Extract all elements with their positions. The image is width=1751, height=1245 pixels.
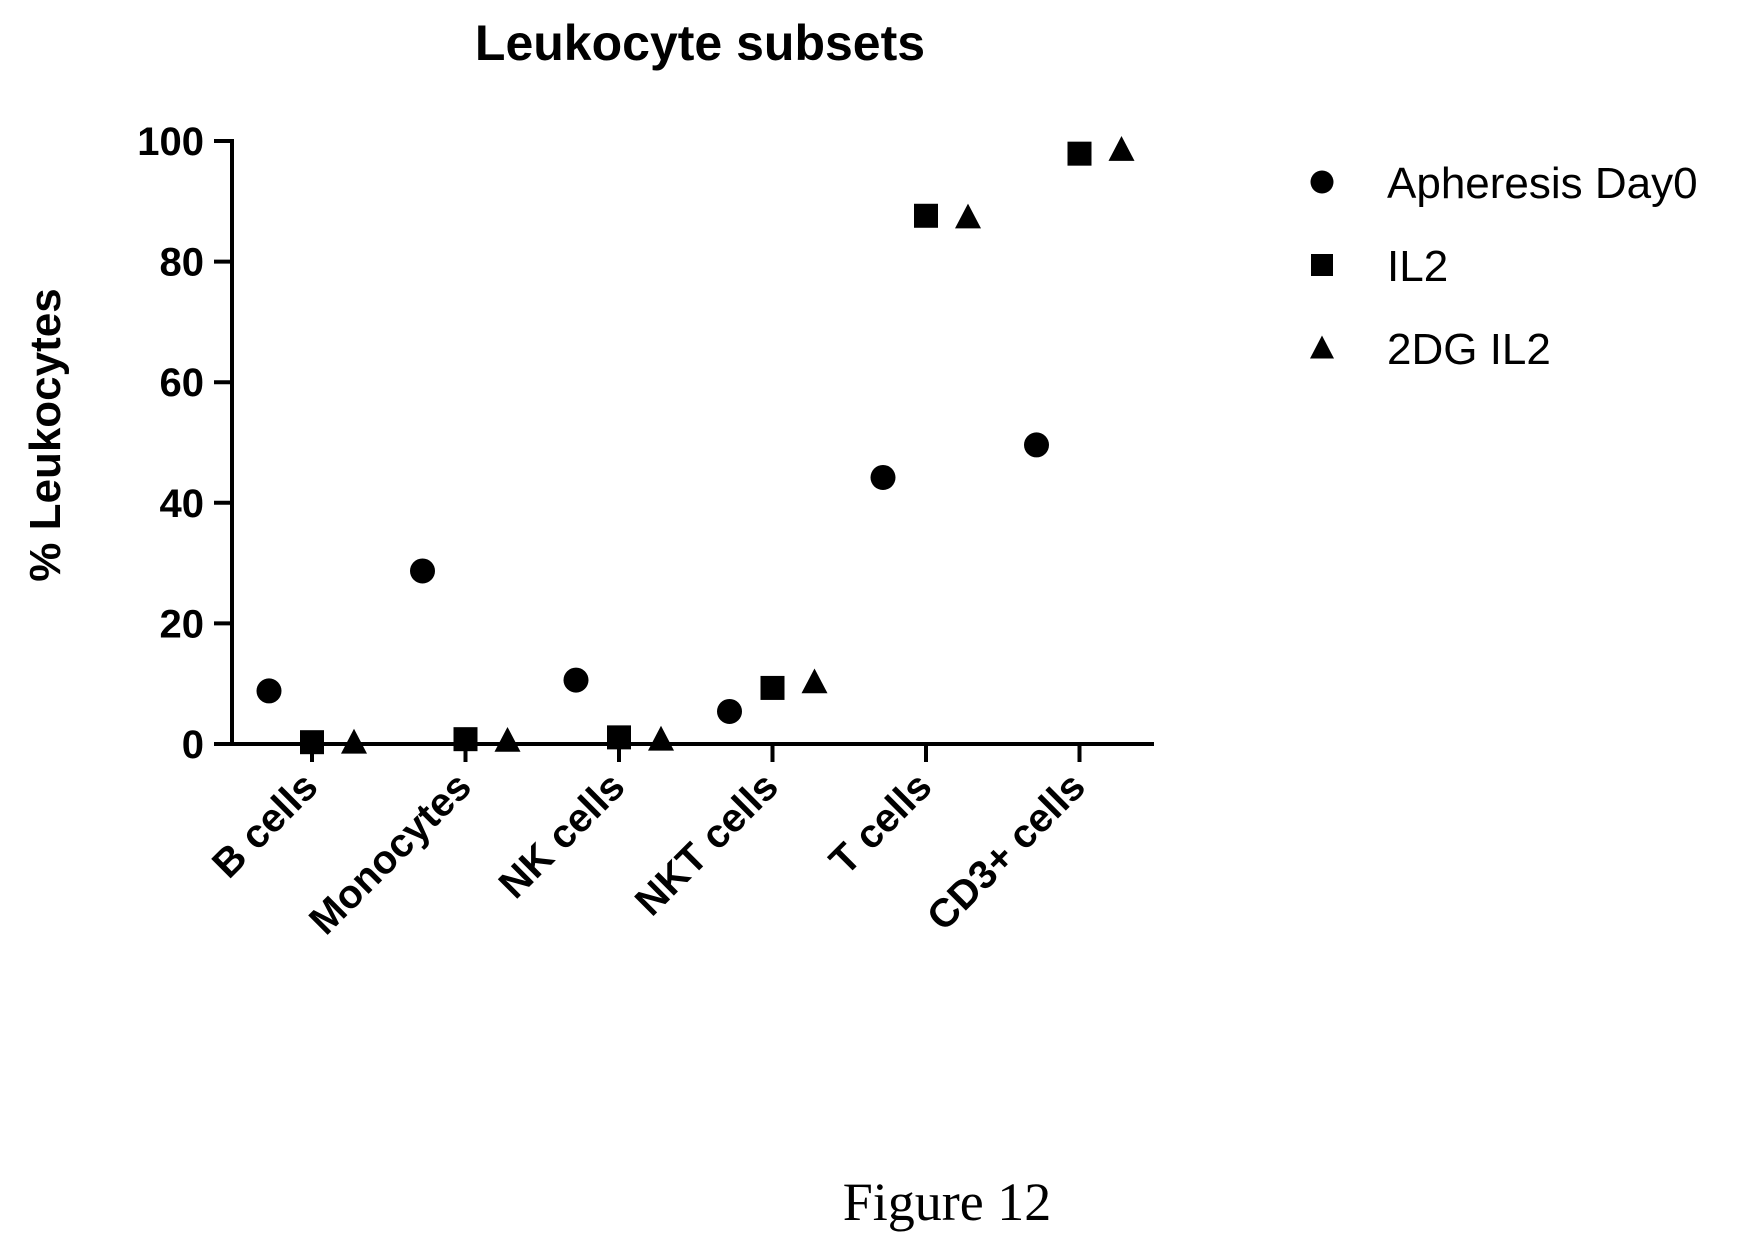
data-point-square	[453, 727, 478, 752]
legend-marker-triangle	[1310, 335, 1334, 359]
data-point-circle	[1024, 432, 1049, 458]
legend-marker-circle	[1310, 170, 1334, 194]
y-tick-label: 20	[160, 602, 205, 646]
x-tick-label: CD3+ cells	[919, 764, 1094, 939]
data-point-triangle	[1108, 136, 1135, 161]
y-tick-label: 100	[137, 120, 204, 164]
data-point-square	[607, 725, 631, 750]
data-point-square	[914, 203, 938, 228]
figure-caption: Figure 12	[843, 1172, 1052, 1232]
y-axis: 0 20 40 60 80 100	[137, 120, 234, 767]
data-point-circle	[563, 667, 589, 693]
data-point-triangle	[494, 726, 521, 752]
chart-title: Leukocyte subsets	[475, 15, 925, 71]
x-tick-label: B cells	[204, 764, 326, 886]
data-point-triangle	[341, 728, 367, 754]
data-point-circle	[410, 558, 435, 584]
plot-points	[256, 136, 1135, 755]
data-point-square	[760, 675, 785, 700]
data-point-circle	[870, 464, 896, 490]
legend-label: IL2	[1387, 242, 1448, 291]
legend-label: 2DG IL2	[1387, 325, 1551, 374]
data-point-triangle	[648, 725, 674, 751]
x-tick-label: Monocytes	[301, 764, 480, 943]
data-point-square	[300, 730, 324, 755]
data-point-triangle	[955, 203, 981, 229]
legend-label: Apheresis Day0	[1387, 159, 1698, 208]
legend-marker-square	[1311, 254, 1333, 276]
x-tick-label: NKT cells	[627, 764, 787, 924]
data-point-square	[1067, 141, 1092, 166]
legend: Apheresis Day0 IL2 2DG IL2	[1310, 159, 1698, 374]
y-tick-label: 40	[160, 482, 205, 526]
x-tick-label: NK cells	[491, 764, 634, 907]
y-tick-label: 0	[182, 723, 204, 767]
data-point-circle	[256, 678, 282, 704]
data-point-circle	[717, 698, 742, 724]
y-axis-label: % Leukocytes	[21, 288, 70, 581]
x-tick-label: T cells	[821, 764, 940, 883]
y-tick-label: 80	[160, 241, 205, 285]
data-point-triangle	[801, 668, 828, 694]
y-tick-label: 60	[160, 361, 205, 405]
